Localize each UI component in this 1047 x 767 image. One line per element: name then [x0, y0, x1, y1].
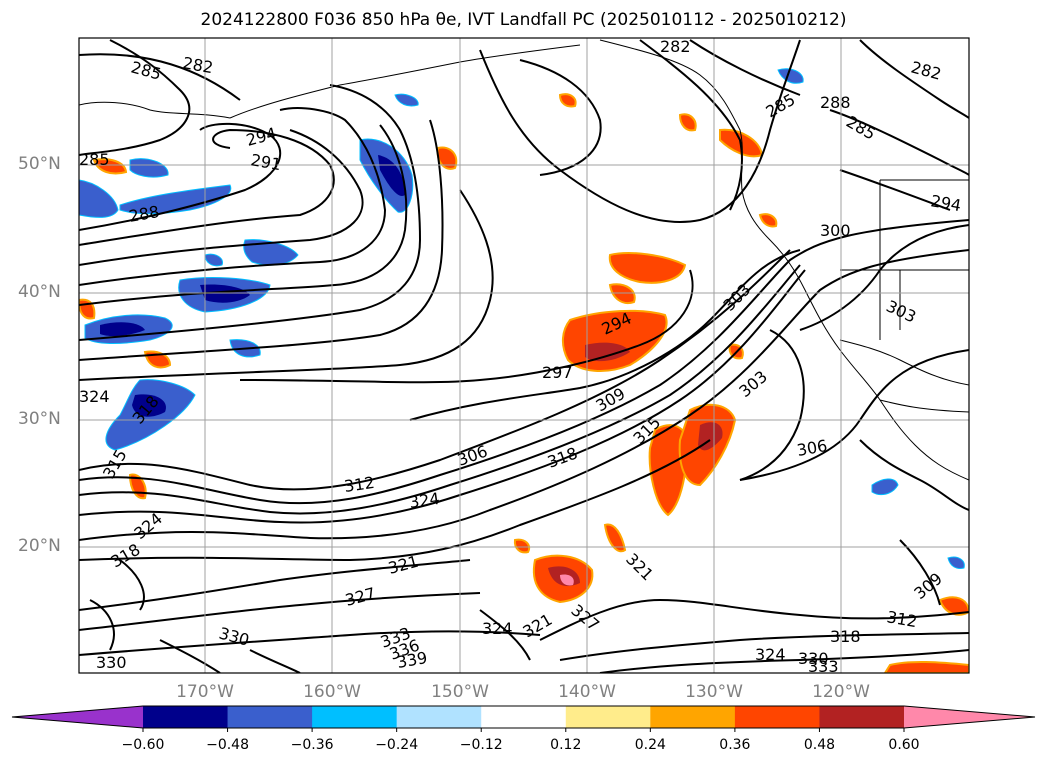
contour-label: 312: [343, 473, 376, 496]
colorbar-tick-label: −0.36: [290, 737, 334, 753]
colorbar-segment: [565, 706, 651, 728]
longitude-label: 150°W: [431, 682, 489, 702]
colorbar-segment: [734, 706, 820, 728]
contour-label: 318: [830, 627, 861, 646]
longitude-label: 130°W: [685, 682, 743, 702]
theta-e-contours: [79, 39, 969, 673]
longitude-label: 170°W: [176, 682, 234, 702]
contour-label: 324: [482, 619, 513, 638]
negative-anomaly-regions: [79, 68, 965, 569]
contour-label: 324: [408, 489, 441, 512]
map-title: 2024122800 F036 850 hPa θe, IVT Landfall…: [200, 10, 847, 30]
colorbar-tick-label: 0.48: [803, 737, 836, 753]
colorbar-tick-label: 0.36: [719, 737, 751, 753]
latitude-label: 20°N: [18, 536, 61, 556]
colorbar-extend-low: [12, 706, 143, 728]
graticule: [79, 38, 969, 673]
colorbar: [11, 705, 1036, 732]
contour-label: 297: [542, 363, 573, 382]
contour-label: 333: [808, 657, 839, 676]
colorbar-tick-label: −0.48: [206, 737, 249, 753]
contour-label: 285: [79, 150, 110, 169]
colorbar-tick-label: −0.24: [375, 737, 419, 753]
map-border: [78, 37, 970, 674]
positive-anomaly-regions: [79, 93, 969, 673]
colorbar-tick-label: −0.12: [459, 737, 503, 753]
contour-label: 288: [820, 93, 851, 112]
colorbar-segment: [481, 706, 567, 728]
colorbar-segment: [819, 706, 905, 728]
contour-label: 324: [79, 387, 110, 406]
colorbar-tick-label: −0.60: [121, 737, 165, 753]
contour-labels: 285 282 282 285 282 288 285 294 291 288 …: [79, 37, 963, 676]
colorbar-extend-high: [904, 706, 1035, 728]
map-background: [79, 38, 969, 673]
colorbar-tick-label: 0.24: [634, 737, 666, 753]
colorbar-segment: [143, 706, 229, 728]
contour-label: 330: [96, 653, 127, 672]
colorbar-tick-label: 0.60: [888, 737, 920, 753]
contour-label: 300: [820, 221, 851, 240]
contour-label: 330: [798, 649, 829, 668]
colorbar-segment: [396, 706, 482, 728]
colorbar-segment: [227, 706, 313, 728]
latitude-label: 50°N: [18, 154, 61, 174]
contour-label: 282: [660, 37, 691, 56]
longitude-label: 120°W: [812, 682, 870, 702]
longitude-label: 140°W: [558, 682, 616, 702]
coastlines: [79, 39, 969, 481]
colorbar-segment: [650, 706, 736, 728]
colorbar-tick-label: 0.12: [550, 737, 582, 753]
contour-label: 324: [755, 645, 786, 664]
colorbar-segment: [312, 706, 398, 728]
latitude-label: 40°N: [18, 282, 61, 302]
longitude-label: 160°W: [303, 682, 361, 702]
latitude-label: 30°N: [18, 409, 61, 429]
